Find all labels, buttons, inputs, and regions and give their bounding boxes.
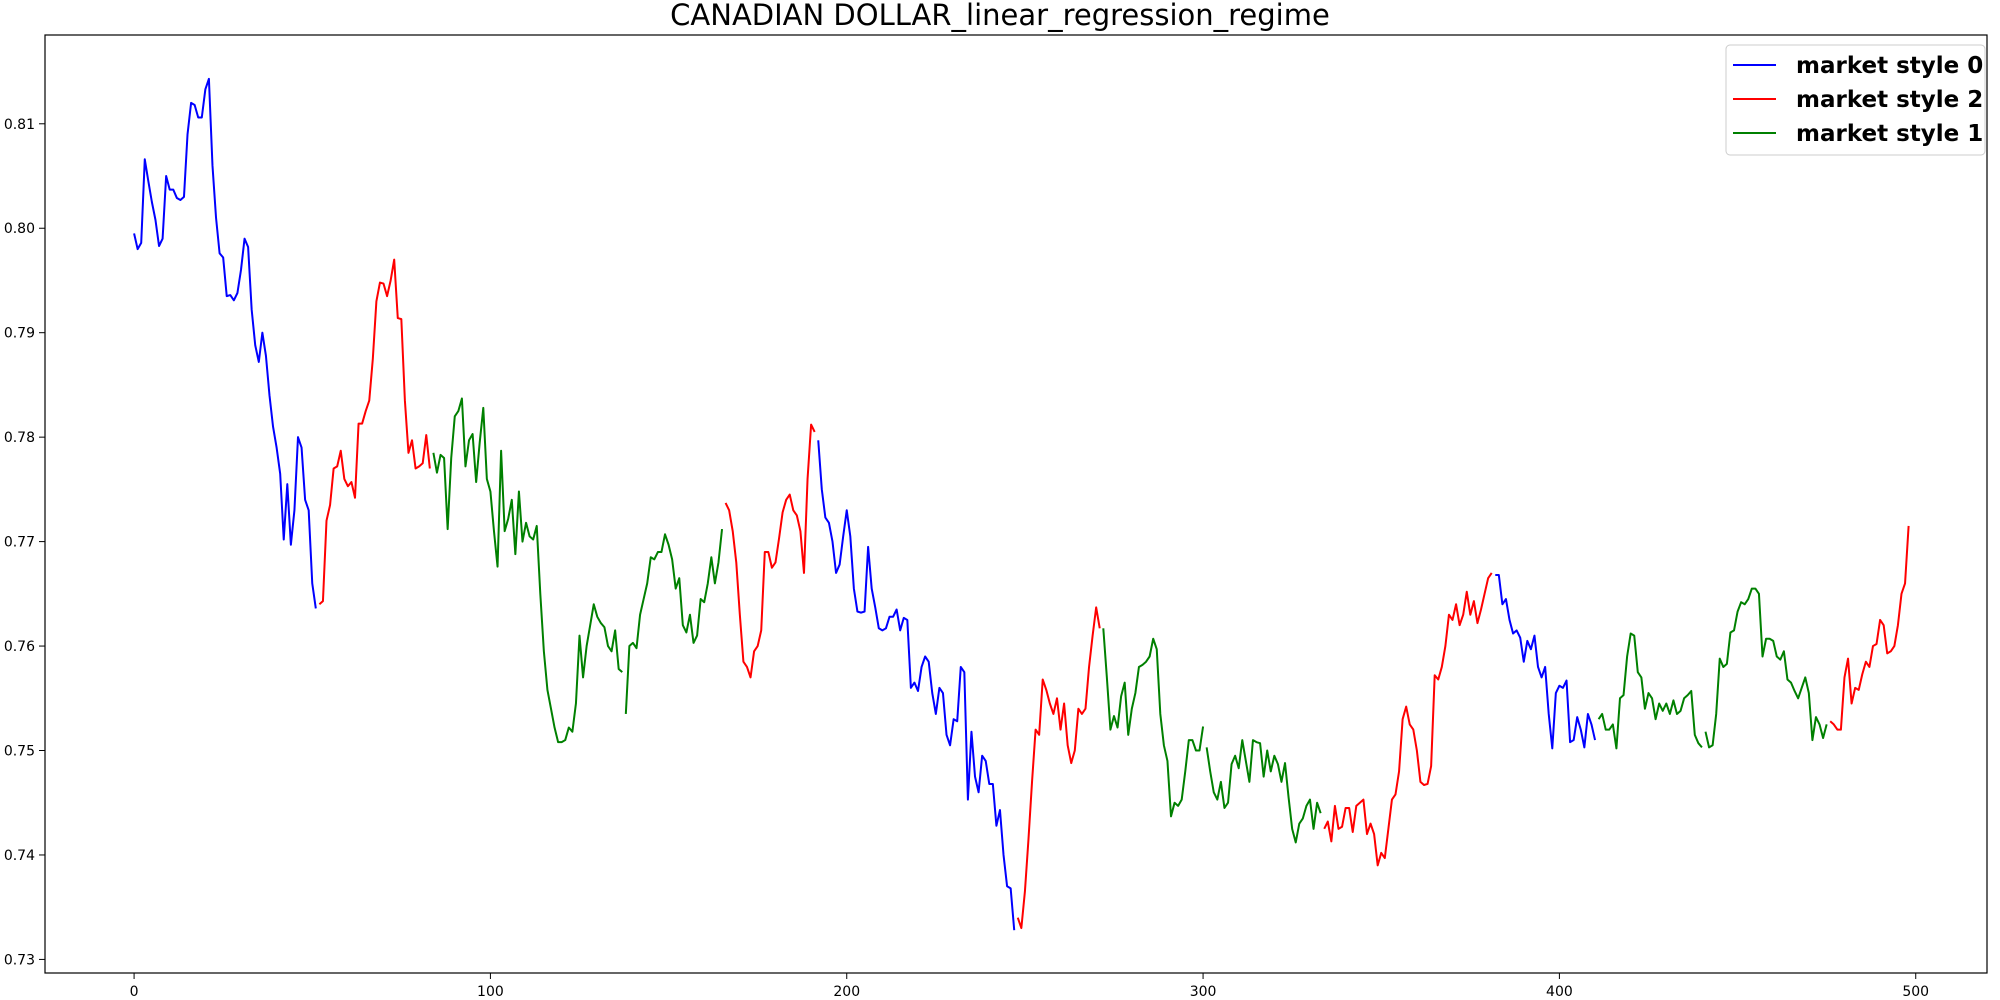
y-tick-label: 0.78 <box>4 430 35 446</box>
y-tick-label: 0.74 <box>4 848 35 864</box>
legend-box <box>1725 44 1986 156</box>
y-tick-label: 0.73 <box>4 952 35 968</box>
x-axis: 0 100 200 300 400 500 <box>130 973 1929 1000</box>
y-tick-label: 0.76 <box>4 639 35 655</box>
x-tick-label: 300 <box>1190 984 1217 1000</box>
series-line-market-style-1-segment-8 <box>1205 739 1322 844</box>
series-line-market-style-0-segment-0 <box>133 77 317 609</box>
series-line-market-style-0-segment-5 <box>817 440 1016 931</box>
x-tick-label: 200 <box>833 984 860 1000</box>
y-tick-label: 0.75 <box>4 744 35 760</box>
chart-title: CANADIAN DOLLAR_linear_regression_regime <box>670 0 1330 32</box>
plot-area-frame <box>44 34 1988 974</box>
series-layer <box>133 77 1910 931</box>
legend-label: market style 0 <box>1796 53 1983 79</box>
legend-label: market style 2 <box>1796 87 1983 113</box>
series-line-market-style-2-segment-1 <box>318 258 431 606</box>
x-tick-label: 100 <box>477 984 504 1000</box>
series-line-market-style-2-segment-13 <box>1829 525 1910 731</box>
y-tick-label: 0.80 <box>4 221 35 237</box>
series-line-market-style-1-segment-11 <box>1597 632 1703 750</box>
y-tick-label: 0.79 <box>4 326 35 342</box>
series-line-market-style-1-segment-12 <box>1704 587 1828 749</box>
legend-label: market style 1 <box>1796 121 1983 147</box>
x-tick-label: 400 <box>1546 984 1573 1000</box>
y-tick-label: 0.81 <box>4 117 35 133</box>
series-line-market-style-2-segment-4 <box>724 423 816 679</box>
series-line-market-style-1-segment-3 <box>624 528 724 715</box>
y-axis: 0.73 0.74 0.75 0.76 0.77 0.78 0.79 0.80 0.81 <box>4 117 45 968</box>
series-line-market-style-2-segment-9 <box>1323 572 1493 867</box>
series-line-market-style-0-segment-10 <box>1495 574 1597 750</box>
x-tick-label: 0 <box>130 984 139 1000</box>
series-line-market-style-1-segment-7 <box>1102 628 1205 818</box>
y-tick-label: 0.77 <box>4 535 35 551</box>
series-line-market-style-1-segment-2 <box>432 397 623 744</box>
legend: market style 0 market style 2 market style… <box>1725 44 1986 156</box>
series-line-market-style-2-segment-6 <box>1016 606 1101 930</box>
x-tick-label: 500 <box>1902 984 1929 1000</box>
